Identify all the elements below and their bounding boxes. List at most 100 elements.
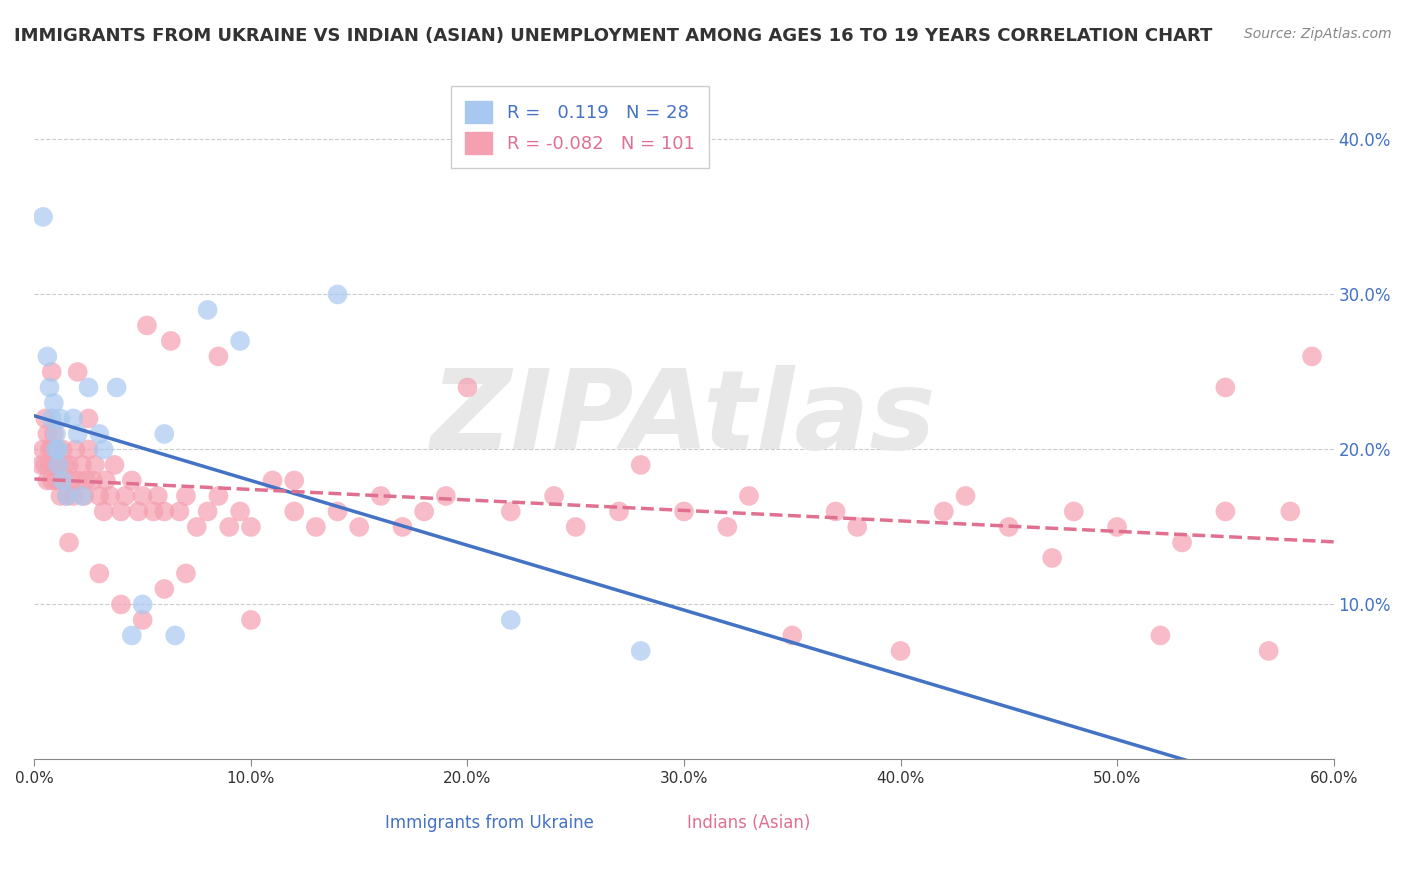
Point (131, 613, 153, 627)
Point (58, 458, 80, 472)
Point (174, 566, 197, 581)
Point (1279, 504, 1302, 518)
Point (716, 520, 738, 534)
Point (283, 474, 305, 488)
Point (46, 458, 69, 472)
Text: IMMIGRANTS FROM UKRAINE VS INDIAN (ASIAN) UNEMPLOYMENT AMONG AGES 16 TO 19 YEARS: IMMIGRANTS FROM UKRAINE VS INDIAN (ASIAN… (14, 27, 1212, 45)
Point (93, 504, 115, 518)
Point (239, 520, 262, 534)
Text: ZIPAtlas: ZIPAtlas (432, 365, 936, 472)
Point (110, 504, 132, 518)
Point (153, 504, 176, 518)
Point (1063, 504, 1085, 518)
Point (51, 474, 73, 488)
Point (45, 426, 67, 441)
Point (77, 380, 100, 394)
Point (153, 582, 176, 596)
Point (110, 598, 132, 612)
Point (32, 210, 55, 224)
Point (1257, 644, 1279, 658)
Point (89, 426, 111, 441)
Point (41, 442, 63, 457)
Point (229, 334, 252, 348)
Point (1171, 535, 1194, 549)
Point (60, 474, 83, 488)
Text: Indians (Asian): Indians (Asian) (688, 814, 811, 832)
Point (45, 442, 67, 457)
Text: Immigrants from Ukraine: Immigrants from Ukraine (385, 814, 593, 832)
Point (456, 380, 478, 394)
Point (46, 458, 69, 472)
Point (37, 350, 59, 364)
Point (434, 489, 457, 503)
Point (42, 458, 65, 472)
Point (121, 628, 143, 642)
Point (94, 474, 117, 488)
Point (103, 458, 125, 472)
Point (824, 504, 846, 518)
Point (890, 644, 912, 658)
Point (34, 458, 56, 472)
Point (56, 489, 79, 503)
Point (174, 489, 197, 503)
Point (73, 489, 96, 503)
Point (955, 489, 977, 503)
Point (38, 442, 60, 457)
Point (169, 504, 191, 518)
Point (262, 474, 284, 488)
Point (53, 458, 76, 472)
Point (70, 458, 93, 472)
Point (89, 566, 111, 581)
Point (370, 489, 392, 503)
Point (82, 474, 104, 488)
Point (62, 489, 84, 503)
Point (45, 442, 67, 457)
Point (32, 442, 55, 457)
Point (127, 504, 149, 518)
Point (630, 644, 652, 658)
Point (131, 598, 153, 612)
Point (197, 302, 219, 317)
Point (413, 504, 436, 518)
Point (49, 474, 72, 488)
Point (56, 489, 79, 503)
Point (66, 474, 89, 488)
Point (207, 489, 229, 503)
Point (1215, 504, 1237, 518)
Point (1040, 551, 1063, 566)
Point (165, 628, 187, 642)
Point (41, 411, 63, 425)
Point (66, 426, 89, 441)
Point (49, 411, 72, 425)
Point (45, 474, 67, 488)
Point (499, 613, 522, 627)
Point (347, 520, 370, 534)
Point (846, 520, 869, 534)
Point (51, 442, 73, 457)
Point (38, 458, 60, 472)
Point (98, 489, 121, 503)
Point (218, 520, 240, 534)
Point (77, 442, 100, 457)
Point (207, 350, 229, 364)
Point (146, 489, 169, 503)
Point (1215, 380, 1237, 394)
Point (239, 613, 262, 627)
Point (34, 411, 56, 425)
Point (1301, 350, 1323, 364)
Point (780, 628, 803, 642)
Point (499, 504, 522, 518)
Point (229, 504, 252, 518)
Point (42, 396, 65, 410)
Point (186, 520, 208, 534)
Point (37, 426, 59, 441)
Point (197, 504, 219, 518)
Point (153, 426, 176, 441)
Point (136, 318, 159, 333)
Point (738, 489, 761, 503)
Point (41, 365, 63, 379)
Point (75, 474, 97, 488)
Point (564, 520, 586, 534)
Point (89, 489, 111, 503)
Point (49, 489, 72, 503)
